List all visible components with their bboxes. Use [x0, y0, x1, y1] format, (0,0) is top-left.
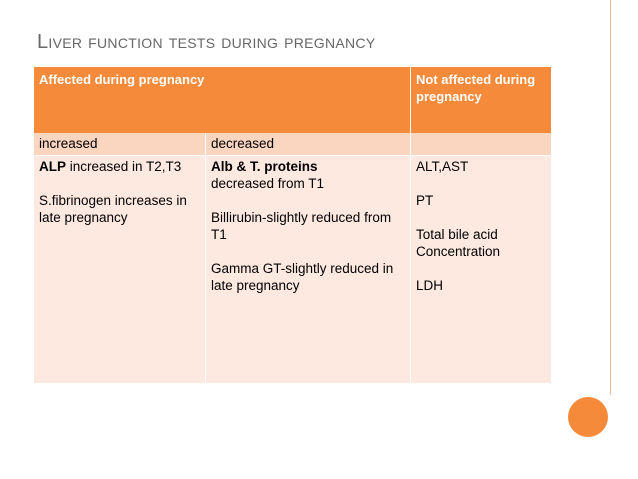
- cell-not-affected: ALT,AST PT Total bile acid Concentration…: [410, 155, 553, 383]
- subheader-increased: increased: [33, 133, 206, 156]
- decreased-item-bilirubin: Billirubin-slightly reduced from T1: [211, 210, 392, 242]
- decorative-vertical-rule: [610, 0, 611, 395]
- not-affected-item-alt-ast: ALT,AST: [416, 159, 469, 174]
- increased-item-alp: ALP increased in T2,T3: [39, 158, 200, 175]
- cell-decreased: Alb & T. proteins decreased from T1 Bill…: [204, 155, 412, 383]
- subheader-blank: [410, 133, 553, 156]
- decreased-item-proteins-bold: Alb & T. proteins: [211, 159, 318, 174]
- header-affected: Affected during pregnancy: [32, 67, 412, 133]
- increased-item-alp-bold: ALP: [39, 159, 66, 174]
- subheader-decreased: decreased: [204, 133, 412, 156]
- table-header-row: Affected during pregnancy Not affected d…: [32, 67, 553, 133]
- header-not-affected: Not affected during pregnancy: [410, 67, 553, 133]
- decreased-item-proteins: Alb & T. proteins decreased from T1: [211, 158, 405, 192]
- table-subheader-row: increased decreased: [33, 133, 553, 156]
- decorative-orange-circle: [568, 397, 608, 437]
- decreased-item-ggt: Gamma GT-slightly reduced in late pregna…: [211, 261, 394, 293]
- not-affected-item-ldh: LDH: [416, 278, 444, 293]
- not-affected-item-pt: PT: [416, 193, 434, 208]
- table-body-row: ALP increased in T2,T3 S.fibrinogen incr…: [33, 155, 553, 383]
- slide-title: Liver function tests during pregnancy: [37, 31, 376, 53]
- lft-table: Affected during pregnancy Not affected d…: [32, 67, 553, 383]
- decreased-item-proteins-text: decreased from T1: [211, 176, 325, 191]
- cell-increased: ALP increased in T2,T3 S.fibrinogen incr…: [33, 155, 206, 383]
- increased-item-fibrinogen: S.fibrinogen increases in late pregnancy: [39, 193, 187, 225]
- not-affected-item-bile-acid: Total bile acid Concentration: [416, 227, 501, 259]
- increased-item-alp-text: increased in T2,T3: [66, 159, 182, 174]
